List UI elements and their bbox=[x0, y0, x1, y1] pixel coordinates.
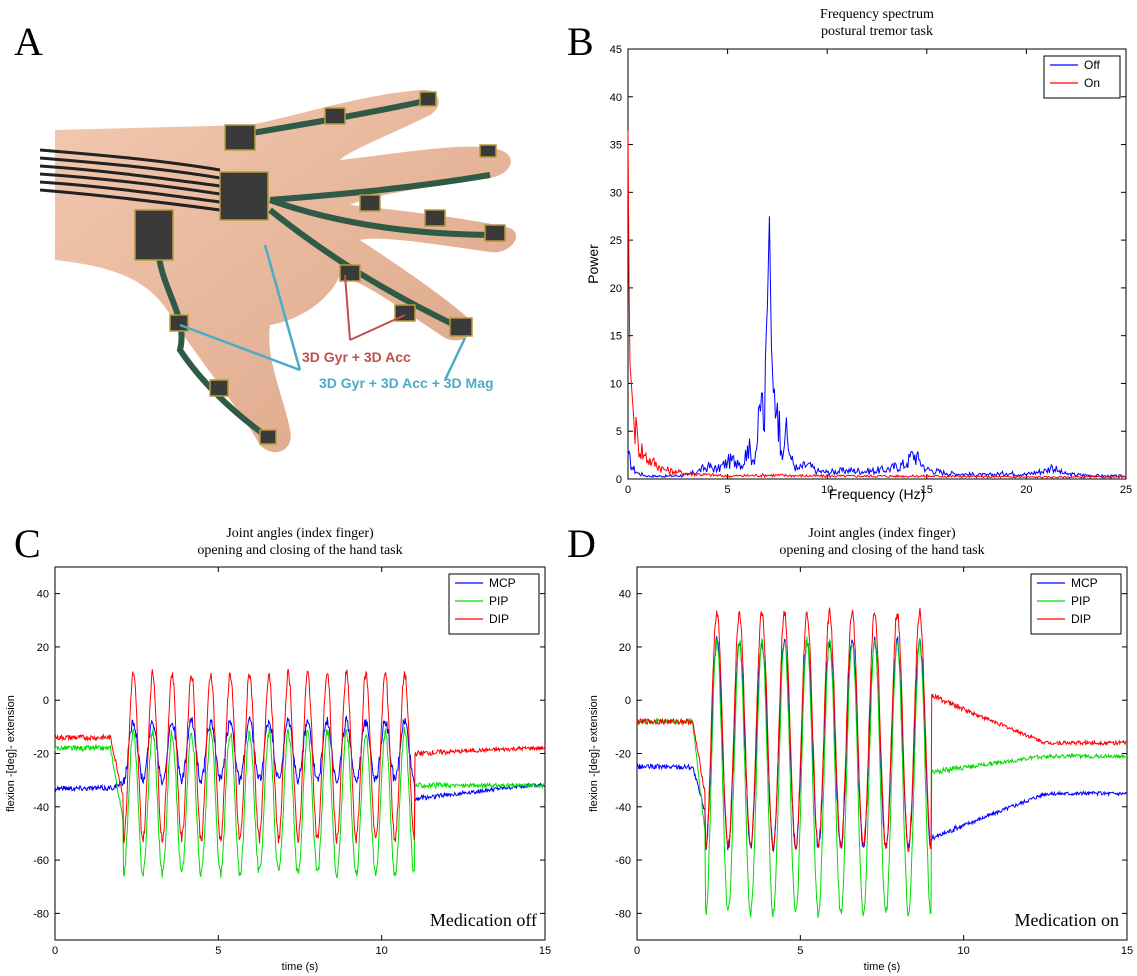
hand-sensor-photo: 3D Gyr + 3D Acc 3D Gyr + 3D Acc + 3D Mag bbox=[40, 89, 517, 453]
series-line-mcp bbox=[54, 715, 546, 802]
legend-entry: MCP bbox=[489, 576, 516, 590]
label-gyr-acc: 3D Gyr + 3D Acc bbox=[302, 349, 411, 365]
y-tick-label: -60 bbox=[615, 855, 631, 867]
legend-box bbox=[448, 573, 540, 635]
y-tick-label: -20 bbox=[615, 749, 631, 761]
legend-entry: Off bbox=[1084, 58, 1100, 72]
chart-c-title: Joint angles (index finger) opening and … bbox=[197, 526, 403, 558]
chart-b-title: Frequency spectrum postural tremor task bbox=[820, 7, 934, 39]
y-tick-label: 25 bbox=[610, 235, 622, 247]
y-tick-label: 0 bbox=[625, 695, 631, 707]
x-tick-label: 0 bbox=[625, 484, 631, 496]
x-axis-label: Frequency (Hz) bbox=[829, 486, 925, 502]
series-line-pip bbox=[636, 636, 1128, 918]
series-line-dip bbox=[636, 606, 1128, 852]
legend-box bbox=[1043, 55, 1121, 99]
x-tick-label: 0 bbox=[52, 945, 58, 957]
y-tick-label: -80 bbox=[33, 908, 49, 920]
y-tick-label: 15 bbox=[610, 331, 622, 343]
legend-entry: DIP bbox=[489, 612, 509, 626]
y-tick-label: 20 bbox=[37, 642, 49, 654]
y-tick-label: -20 bbox=[33, 749, 49, 761]
y-tick-label: -40 bbox=[615, 802, 631, 814]
chart-d-legend: MCP PIP DIP bbox=[1030, 573, 1122, 635]
panel-letter-d: D bbox=[567, 521, 596, 566]
series-line-dip bbox=[54, 668, 546, 844]
x-tick-label: 5 bbox=[797, 945, 803, 957]
y-axis-label: flexion -[deg]- extension bbox=[588, 695, 600, 812]
chart-c-axes: 0 5 10 15 -80 -60 -40 -20 0 20 40 time (s) flexion -… bbox=[5, 566, 551, 973]
chart-b-axes: 0 5 10 15 20 25 0 5 10 15 20 25 30 35 40 45 Frequency (H… bbox=[585, 44, 1132, 502]
x-tick-label: 15 bbox=[1121, 945, 1133, 957]
panel-letter-b: B bbox=[567, 19, 594, 64]
series-line-mcp bbox=[636, 635, 1128, 852]
y-tick-label: 45 bbox=[610, 44, 622, 56]
legend-entry: PIP bbox=[489, 594, 508, 608]
blue-arrows bbox=[179, 244, 467, 381]
y-tick-label: -60 bbox=[33, 855, 49, 867]
red-arrows bbox=[344, 274, 406, 341]
plot-frame bbox=[627, 48, 1127, 480]
series-line-pip bbox=[54, 727, 546, 879]
y-tick-label: -80 bbox=[615, 908, 631, 920]
x-tick-label: 20 bbox=[1020, 484, 1032, 496]
x-tick-label: 10 bbox=[958, 945, 970, 957]
x-tick-label: 15 bbox=[921, 484, 933, 496]
series-line-off bbox=[627, 216, 1127, 479]
legend-box bbox=[1030, 573, 1122, 635]
medication-annotation: Medication off bbox=[430, 910, 537, 930]
y-tick-label: -40 bbox=[33, 802, 49, 814]
panel-letter-c: C bbox=[14, 521, 41, 566]
chart-d-title: Joint angles (index finger) opening and … bbox=[779, 526, 985, 558]
x-tick-label: 25 bbox=[1120, 484, 1132, 496]
y-tick-label: 40 bbox=[37, 589, 49, 601]
y-tick-label: 40 bbox=[619, 589, 631, 601]
y-tick-label: 20 bbox=[619, 642, 631, 654]
sensor-boards bbox=[134, 91, 506, 445]
legend-entry: DIP bbox=[1071, 612, 1091, 626]
x-tick-label: 15 bbox=[539, 945, 551, 957]
x-tick-label: 10 bbox=[376, 945, 388, 957]
chart-b-legend: Off On bbox=[1043, 55, 1121, 99]
y-axis-label: flexion -[deg]- extension bbox=[5, 695, 17, 812]
y-tick-label: 35 bbox=[610, 140, 622, 152]
series-line-on bbox=[627, 130, 1127, 479]
legend-entry: On bbox=[1084, 76, 1100, 90]
x-tick-label: 10 bbox=[821, 484, 833, 496]
x-axis-label: time (s) bbox=[282, 961, 319, 973]
y-tick-label: 0 bbox=[43, 695, 49, 707]
y-tick-label: 40 bbox=[610, 92, 622, 104]
x-tick-label: 5 bbox=[215, 945, 221, 957]
x-axis-label: time (s) bbox=[864, 961, 901, 973]
legend-entry: MCP bbox=[1071, 576, 1098, 590]
y-tick-label: 5 bbox=[616, 426, 622, 438]
y-tick-label: 10 bbox=[610, 378, 622, 390]
y-tick-label: 30 bbox=[610, 187, 622, 199]
x-tick-label: 5 bbox=[725, 484, 731, 496]
y-axis-label: Power bbox=[585, 244, 601, 284]
medication-annotation: Medication on bbox=[1015, 910, 1119, 930]
y-tick-label: 0 bbox=[616, 474, 622, 486]
label-gyr-acc-mag: 3D Gyr + 3D Acc + 3D Mag bbox=[319, 375, 494, 391]
chart-c-legend: MCP PIP DIP bbox=[448, 573, 540, 635]
x-tick-label: 0 bbox=[634, 945, 640, 957]
y-tick-label: 20 bbox=[610, 283, 622, 295]
panel-letter-a: A bbox=[14, 19, 43, 64]
chart-d-axes: 0 5 10 15 -80 -60 -40 -20 0 20 40 time (s) flexion -… bbox=[588, 566, 1133, 973]
cable-bundle bbox=[40, 148, 221, 212]
legend-entry: PIP bbox=[1071, 594, 1090, 608]
